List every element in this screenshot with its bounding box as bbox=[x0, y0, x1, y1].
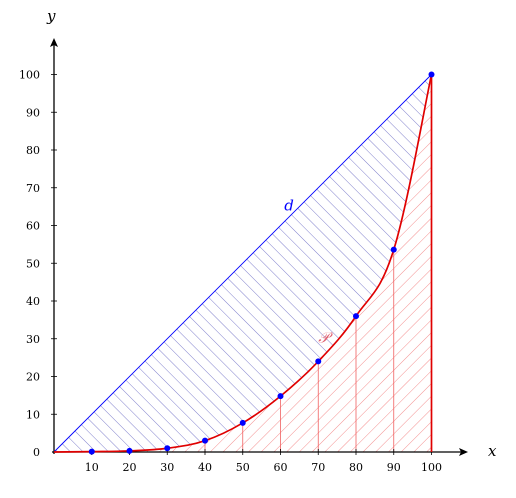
data-point bbox=[88, 448, 95, 455]
data-point bbox=[428, 71, 435, 78]
annotation-d: d bbox=[284, 196, 294, 214]
series-line-p bbox=[53, 74, 433, 453]
data-point bbox=[390, 246, 397, 253]
y-tick-label: 40 bbox=[26, 295, 40, 308]
data-point bbox=[315, 358, 322, 365]
y-tick-label: 10 bbox=[26, 408, 40, 421]
x-tick-label: 40 bbox=[198, 461, 212, 474]
x-tick-label: 20 bbox=[123, 461, 137, 474]
x-axis-label: x bbox=[488, 442, 497, 460]
hatch-region-under-curve bbox=[54, 74, 432, 452]
y-tick-label: 60 bbox=[26, 220, 40, 233]
y-tick-label: 100 bbox=[19, 69, 40, 82]
x-tick-label: 90 bbox=[387, 461, 401, 474]
data-point bbox=[353, 313, 359, 320]
y-tick-label: 50 bbox=[26, 257, 40, 270]
data-point bbox=[239, 419, 246, 426]
x-tick-label: 10 bbox=[85, 461, 99, 474]
y-tick-label: 30 bbox=[26, 333, 40, 346]
x-tick-label: 50 bbox=[236, 461, 250, 474]
data-point bbox=[126, 447, 133, 454]
x-tick-label: 60 bbox=[274, 461, 288, 474]
y-axis-label: y bbox=[46, 7, 56, 25]
x-tick-label: 100 bbox=[421, 461, 442, 474]
y-axis-arrow bbox=[50, 38, 58, 47]
x-axis-arrow bbox=[459, 448, 468, 456]
y-tick-label: 0 bbox=[33, 446, 40, 459]
y-tick-label: 70 bbox=[26, 182, 40, 195]
y-tick-label: 20 bbox=[26, 371, 40, 384]
data-point bbox=[164, 445, 171, 452]
x-tick-label: 80 bbox=[349, 461, 363, 474]
x-tick-label: 70 bbox=[311, 461, 325, 474]
series-line-d bbox=[53, 74, 432, 453]
data-point bbox=[202, 437, 208, 444]
x-tick-label: 30 bbox=[160, 461, 174, 474]
data-point bbox=[277, 393, 284, 400]
y-tick-label: 90 bbox=[26, 106, 40, 119]
y-tick-label: 80 bbox=[26, 144, 40, 157]
